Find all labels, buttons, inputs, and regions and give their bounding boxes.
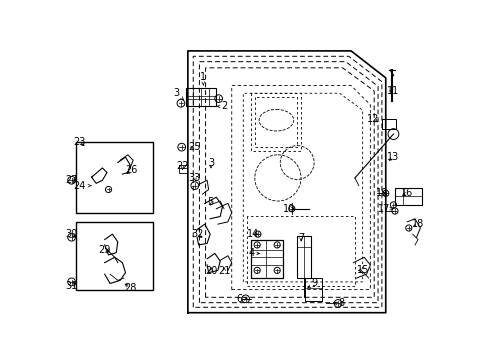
Bar — [76, 142, 153, 213]
Text: 32: 32 — [190, 229, 203, 239]
Text: 18: 18 — [411, 219, 424, 229]
Text: 23: 23 — [73, 137, 85, 147]
Text: 33: 33 — [188, 173, 201, 183]
Bar — [297, 236, 310, 278]
Text: 22: 22 — [176, 161, 188, 171]
Text: 7: 7 — [297, 233, 304, 243]
Text: 8: 8 — [333, 298, 344, 309]
Text: 20: 20 — [204, 266, 217, 276]
Text: 24: 24 — [73, 181, 91, 191]
Bar — [76, 222, 153, 289]
Text: 16: 16 — [400, 188, 412, 198]
Text: 25: 25 — [188, 142, 201, 152]
Text: 10: 10 — [283, 204, 295, 214]
Text: 1: 1 — [200, 72, 206, 85]
Text: 9: 9 — [307, 278, 317, 288]
Text: 19: 19 — [375, 188, 387, 198]
Text: 12: 12 — [366, 114, 379, 123]
Text: 11: 11 — [386, 86, 399, 96]
Text: 26: 26 — [125, 165, 138, 175]
Bar — [185, 88, 216, 106]
Text: 3: 3 — [173, 88, 183, 100]
Text: 6: 6 — [236, 294, 246, 304]
Text: 5: 5 — [206, 197, 213, 207]
Text: 15: 15 — [356, 265, 368, 275]
Text: 17: 17 — [377, 204, 392, 214]
Text: 28: 28 — [123, 283, 136, 293]
Bar — [381, 119, 395, 130]
Text: 31: 31 — [65, 281, 78, 291]
Bar — [305, 278, 321, 301]
Text: 21: 21 — [218, 266, 230, 276]
Text: 29: 29 — [98, 244, 111, 255]
Text: 4: 4 — [248, 248, 259, 258]
Bar — [250, 239, 283, 278]
Bar — [394, 188, 421, 205]
Text: 3: 3 — [207, 158, 214, 168]
Text: 13: 13 — [386, 152, 399, 162]
Text: 2: 2 — [217, 101, 227, 111]
Text: 27: 27 — [65, 175, 78, 185]
Text: 30: 30 — [65, 229, 78, 239]
Text: 14: 14 — [246, 229, 259, 239]
